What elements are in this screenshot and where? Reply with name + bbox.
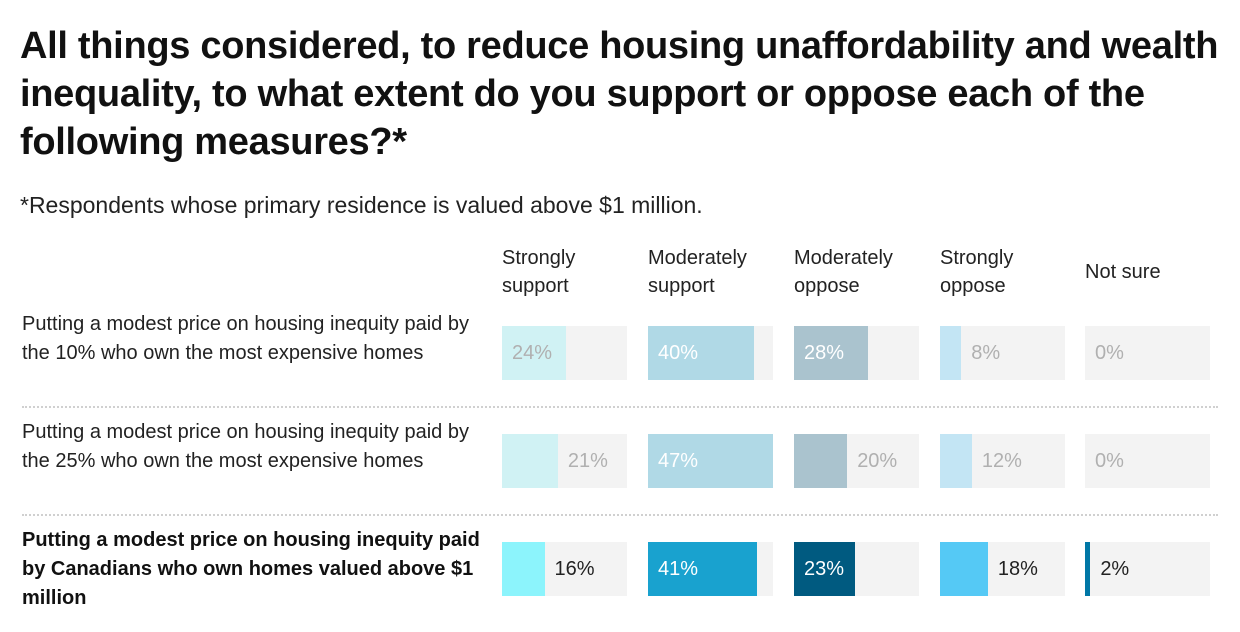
column-header-label: Strongly oppose (940, 247, 1014, 297)
column-header: Moderately oppose (794, 244, 934, 300)
bar-cell: 28% (794, 326, 919, 380)
bar-cell: 8% (940, 326, 1065, 380)
row-divider (22, 406, 1218, 408)
data-label: 21% (567, 450, 608, 472)
bar (794, 326, 869, 380)
data-label: 16% (554, 558, 595, 580)
bar (648, 434, 773, 488)
column-header: Strongly oppose (940, 244, 1080, 300)
bar (940, 326, 962, 380)
bar (648, 326, 755, 380)
data-label: 24% (512, 342, 553, 364)
bar-cell: 0% (1085, 434, 1210, 488)
data-label: 41% (658, 558, 699, 580)
bar-cell: 40% (648, 326, 773, 380)
bar-cell: 2% (1085, 542, 1210, 596)
data-label: 23% (804, 558, 845, 580)
row-divider (22, 514, 1218, 516)
bar-cell: 0% (1085, 326, 1210, 380)
column-header: Not sure (1085, 244, 1225, 300)
bar (940, 542, 988, 596)
column-header-label: Not sure (1085, 261, 1161, 283)
data-label: 20% (857, 450, 898, 472)
column-header: Moderately support (648, 244, 788, 300)
data-label: 8% (971, 342, 1001, 364)
bar (502, 326, 566, 380)
bar (502, 434, 558, 488)
bar (794, 434, 848, 488)
column-header-label: Strongly support (502, 247, 576, 297)
data-label: 40% (658, 342, 699, 364)
bar-cell: 41% (648, 542, 773, 596)
bar-cell: 18% (940, 542, 1065, 596)
bar-cell: 23% (794, 542, 919, 596)
bar (940, 434, 972, 488)
data-label: 47% (658, 450, 699, 472)
bar-cell: 12% (940, 434, 1065, 488)
row-label: Putting a modest price on housing inequi… (22, 529, 480, 609)
data-label: 18% (997, 558, 1038, 580)
bar (648, 542, 758, 596)
row-label: Putting a modest price on housing inequi… (22, 313, 469, 364)
row-label: Putting a modest price on housing inequi… (22, 421, 469, 472)
chart-title: All things considered, to reduce housing… (20, 25, 1219, 163)
data-label: 0% (1095, 342, 1124, 364)
bar (1085, 542, 1091, 596)
column-header-label: Moderately support (648, 247, 747, 297)
bar (794, 542, 856, 596)
bar-cell: 21% (502, 434, 627, 488)
chart-subtitle: *Respondents whose primary residence is … (20, 192, 703, 218)
bar-cell: 24% (502, 326, 627, 380)
data-label: 12% (981, 450, 1022, 472)
data-label: 0% (1095, 450, 1124, 472)
bar-cell: 47% (648, 434, 773, 488)
column-header-label: Moderately oppose (794, 247, 893, 297)
data-label: 2% (1100, 558, 1130, 580)
column-header: Strongly support (502, 244, 642, 300)
bar-cell: 16% (502, 542, 627, 596)
data-label: 28% (804, 342, 845, 364)
bar (502, 542, 545, 596)
bar-cell: 20% (794, 434, 919, 488)
